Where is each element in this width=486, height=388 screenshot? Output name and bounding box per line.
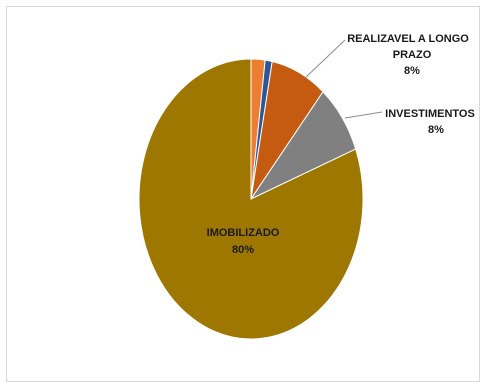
label-realizavel-line1: REALIZAVEL A LONGO [347,33,469,45]
label-imobilizado: IMOBILIZADO [207,227,280,239]
chart-frame [6,6,480,382]
label-investimentos-pct: 8% [428,124,444,136]
label-realizavel-line2: PRAZO [393,49,432,61]
label-imobilizado-pct: 80% [232,244,254,256]
pie-slices [138,58,364,340]
leader-line-realizavel [304,39,346,79]
label-realizavel-pct: 8% [404,65,420,77]
leader-line-investimentos [344,111,383,119]
label-investimentos: INVESTIMENTOS [385,108,475,120]
pie-slice-4 [138,58,364,340]
